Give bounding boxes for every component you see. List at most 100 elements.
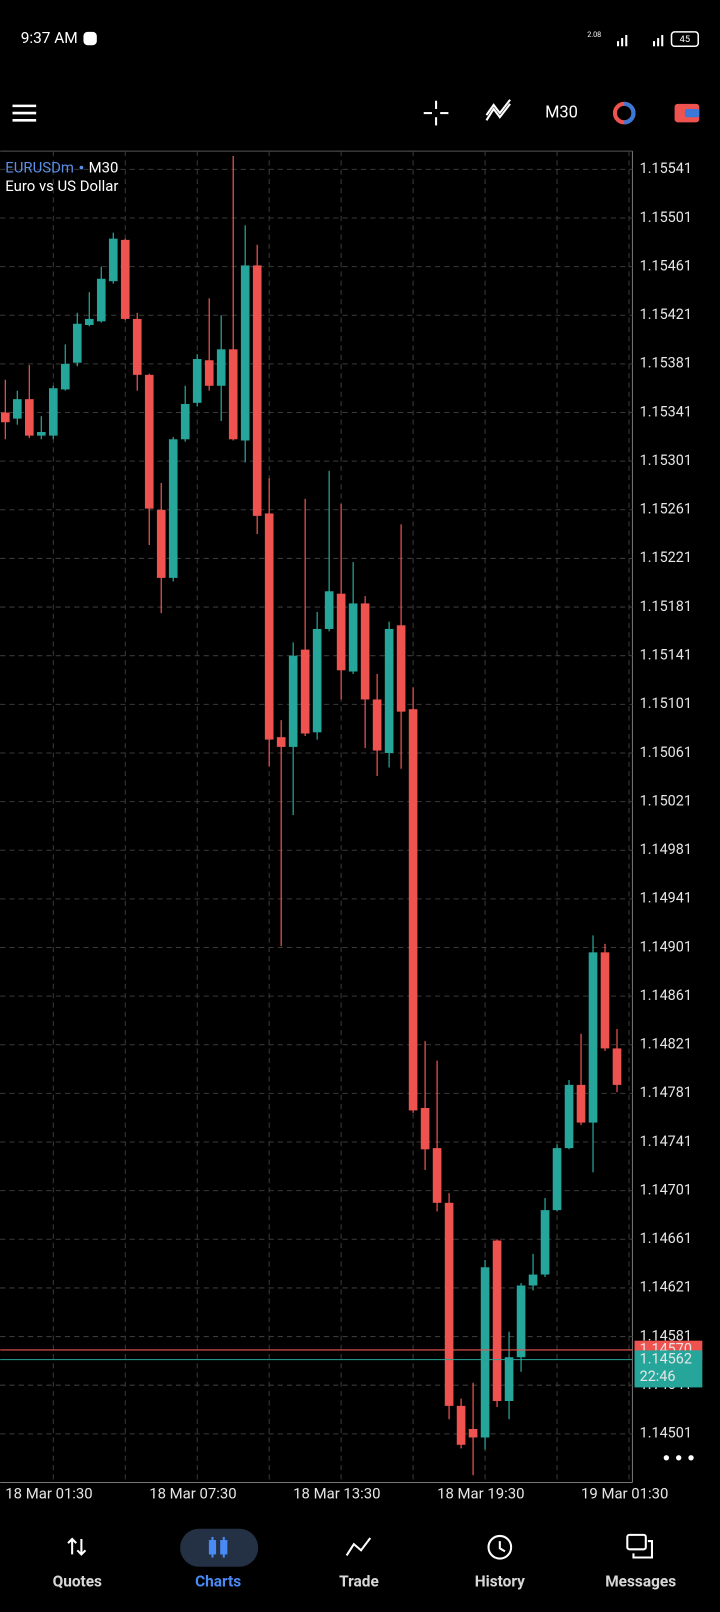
candle-body <box>312 628 322 733</box>
bottom-nav: Quotes Charts Trade History Messages <box>53 1572 677 1590</box>
candle-body <box>240 265 250 441</box>
candle-body <box>504 1357 514 1402</box>
more-button[interactable] <box>663 1455 694 1461</box>
y-tick-label: 1.14821 <box>640 1036 692 1053</box>
y-tick-label: 1.14861 <box>640 987 692 1004</box>
candle-body <box>36 431 46 436</box>
timeframe-button[interactable]: M30 <box>545 103 578 122</box>
battery-level: 45 <box>680 34 690 45</box>
candle-body <box>264 513 274 740</box>
y-tick-label: 1.14741 <box>640 1133 692 1150</box>
price-label-box <box>634 1350 703 1388</box>
candle-body <box>192 359 202 403</box>
candle-body <box>468 1428 478 1438</box>
candle-body <box>60 363 70 390</box>
y-tick-label: 1.14621 <box>640 1279 692 1296</box>
x-tick-label: 19 Mar 01:30 <box>581 1485 668 1503</box>
candle-body <box>96 278 106 322</box>
price-label: 1.14562 <box>640 1350 692 1367</box>
candle-body <box>576 1084 586 1123</box>
candle-body <box>360 603 370 700</box>
signal-icons <box>617 34 664 47</box>
candle-body <box>276 737 286 747</box>
nav-tab[interactable]: Messages <box>605 1572 676 1590</box>
crosshair-button[interactable] <box>423 100 449 126</box>
candle-body <box>348 603 358 672</box>
y-tick-label: 1.15261 <box>640 501 692 518</box>
candle-body <box>180 404 190 440</box>
x-tick-label: 18 Mar 07:30 <box>149 1485 236 1503</box>
candle-body <box>384 628 394 753</box>
candle-body <box>144 374 154 509</box>
symbol-description: Euro vs US Dollar <box>5 177 118 195</box>
y-tick-label: 1.15181 <box>640 598 692 615</box>
y-tick-label: 1.14901 <box>640 938 692 955</box>
candle-body <box>588 952 598 1123</box>
objects-button[interactable] <box>612 101 636 125</box>
y-tick-label: 1.15501 <box>640 209 692 226</box>
nav-icons <box>67 1533 653 1560</box>
candle-body <box>132 318 142 375</box>
x-tick-label: 18 Mar 01:30 <box>5 1485 92 1503</box>
y-tick-label: 1.14781 <box>640 1084 692 1101</box>
candle-body <box>420 1107 430 1150</box>
trade-button[interactable] <box>674 103 700 123</box>
candle-body <box>540 1210 550 1275</box>
x-tick-label: 18 Mar 19:30 <box>437 1485 524 1503</box>
y-tick-label: 1.15101 <box>640 695 692 712</box>
candle-body <box>324 591 334 629</box>
y-tick-label: 1.14661 <box>640 1230 692 1247</box>
candle-body <box>72 323 82 363</box>
indicators-button[interactable] <box>485 99 511 121</box>
active-tab-pill <box>180 1528 259 1567</box>
y-tick-label: 1.15381 <box>640 355 692 372</box>
symbol: EURUSDm <box>5 159 74 177</box>
chart-timeframe: M30 <box>89 159 119 177</box>
y-tick-label: 1.15421 <box>640 306 692 323</box>
candle-body <box>204 360 214 386</box>
candle-body <box>564 1084 574 1149</box>
x-tick-label: 18 Mar 13:30 <box>293 1485 380 1503</box>
candle-body <box>216 349 226 386</box>
candle-body <box>300 649 310 734</box>
candle-body <box>24 399 34 436</box>
candle-body <box>492 1240 502 1402</box>
menu-button[interactable] <box>12 104 37 122</box>
candle-body <box>108 238 118 282</box>
nav-tab[interactable]: Trade <box>339 1572 379 1590</box>
candle-body <box>228 349 238 440</box>
network-speed: 2.08 <box>587 30 601 39</box>
candle-body <box>84 318 94 325</box>
nav-tab[interactable]: Quotes <box>53 1572 102 1590</box>
candle-body <box>372 699 382 751</box>
candle-body <box>288 655 298 747</box>
candle-body <box>444 1202 454 1406</box>
candle-body <box>168 439 178 578</box>
y-tick-label: 1.15141 <box>640 646 692 663</box>
axis-labels: 1.145011.145411.145811.146211.146611.147… <box>5 160 703 1503</box>
candle-body <box>612 1048 622 1085</box>
nav-tab[interactable]: Charts <box>195 1572 241 1590</box>
candle-body <box>552 1148 562 1211</box>
candle-body <box>12 399 22 419</box>
candle-body <box>252 265 262 516</box>
candle-body <box>528 1274 538 1286</box>
y-tick-label: 1.15541 <box>640 160 692 177</box>
y-tick-label: 1.14701 <box>640 1181 692 1198</box>
y-tick-label: 1.15301 <box>640 452 692 469</box>
candle-body <box>396 625 406 712</box>
candle-body <box>156 509 166 578</box>
candle-body <box>600 952 610 1049</box>
y-tick-label: 1.15341 <box>640 403 692 420</box>
nav-tab[interactable]: History <box>475 1572 525 1590</box>
candle-body <box>48 388 58 436</box>
y-tick-label: 1.15461 <box>640 257 692 274</box>
y-tick-label: 1.14981 <box>640 841 692 858</box>
y-tick-label: 1.15061 <box>640 744 692 761</box>
candle-body <box>1 412 10 423</box>
candle-body <box>516 1285 526 1358</box>
status-icon <box>83 31 97 46</box>
candle-body <box>480 1267 490 1438</box>
